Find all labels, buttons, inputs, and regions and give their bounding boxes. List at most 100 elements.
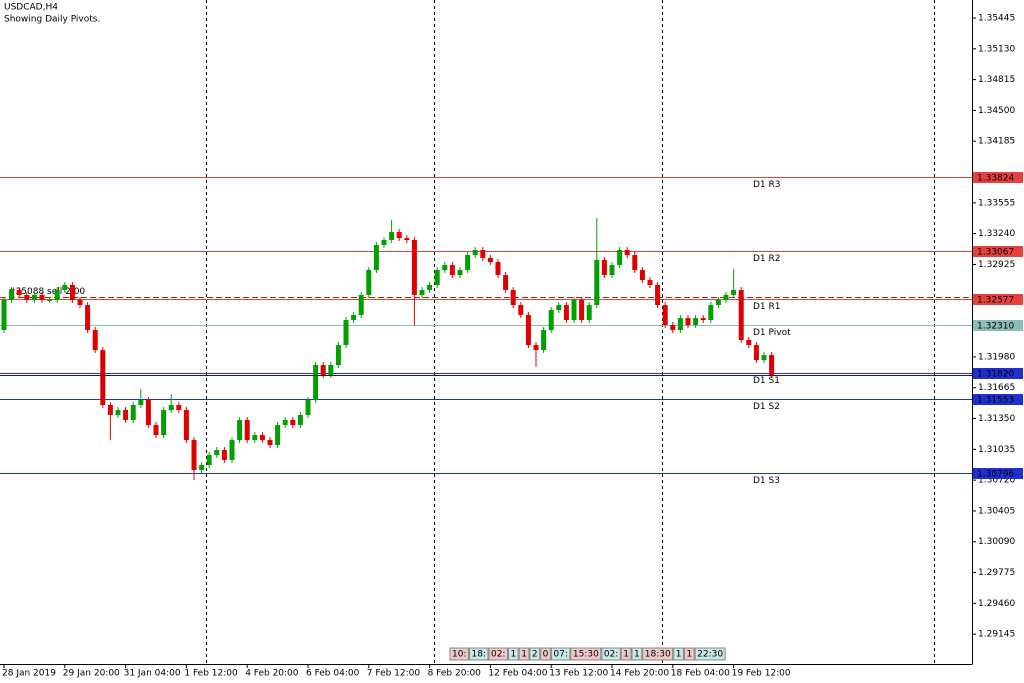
candle-body [77,299,83,306]
y-tick-label: 1.30090 [978,537,1015,547]
candle-body [738,289,744,340]
bottom-label-box [518,647,530,661]
candle-body [381,240,387,246]
bottom-label: 1 [676,650,682,660]
candle-body [92,329,98,351]
bottom-label-box [673,647,684,661]
candle-body [761,355,767,361]
candle-body [24,294,30,300]
candle-body [275,425,281,446]
candle-body [39,294,45,300]
candle-body [85,305,91,330]
candle-body [617,249,623,266]
candle-body [708,305,714,321]
candle-body [123,409,129,420]
candle-body [335,345,341,366]
candle-body [358,294,364,316]
candle-body [199,465,205,471]
candle-body [366,270,372,295]
bottom-label: 22:30 [697,650,723,660]
candle-body [495,262,501,276]
candle-body [723,294,729,300]
candle-body [16,289,22,295]
pivot-name: D1 S2 [753,402,780,412]
candle-body [715,299,721,306]
candle-body [541,329,547,351]
y-tick-label: 1.31980 [978,352,1015,362]
price-tag [973,320,1023,331]
y-tick-label: 1.34185 [978,137,1015,147]
bottom-label: 15:30 [573,650,599,660]
y-tick-label: 1.31350 [978,414,1015,424]
bottom-label-box [529,647,541,661]
candle-body [548,310,554,330]
candle-body [244,419,250,441]
candle-body [229,440,235,460]
candle-body [252,435,258,441]
candle-body [442,265,448,271]
candle-body [47,299,53,301]
candle-body [343,320,349,346]
candle-body [419,289,425,295]
candle-body [100,350,106,406]
bottom-label-box [683,647,695,661]
bottom-label-box [631,647,643,661]
price-tag [973,394,1023,405]
x-tick-label: 29 Jan 20:00 [63,669,120,679]
candle-body [427,285,433,290]
x-tick-label: 19 Feb 12:00 [732,669,791,679]
candle-body [259,435,265,441]
candle-body [69,285,75,300]
candle-body [594,259,600,306]
y-tick-label: 1.33555 [978,198,1015,208]
x-tick-label: 28 Jan 2019 [2,669,56,679]
bottom-label: 2 [532,650,538,660]
bottom-label: 07: [553,650,567,660]
candle-body [145,400,151,426]
pivot-name: D1 Pivot [753,328,791,338]
candle-body [670,325,676,330]
price-tag-label: 1.31553 [977,396,1014,406]
candle-body [373,245,379,271]
bottom-label: 18: [471,650,485,660]
x-tick-label: 12 Feb 04:00 [488,669,547,679]
chart-subtitle: Showing Daily Pivots. [4,15,100,25]
bottom-label-box [601,647,621,661]
pivot-name: D1 R3 [753,180,781,190]
pivot-name: D1 S1 [753,376,780,386]
price-tag [973,294,1023,305]
candle-body [320,365,326,375]
x-tick-label: 1 Feb 12:00 [184,669,238,679]
bottom-label: 02: [604,650,618,660]
candle-body [138,400,144,406]
bottom-label-box [620,647,632,661]
price-tag [973,172,1023,183]
x-tick-label: 6 Feb 04:00 [306,669,360,679]
candle-body [753,345,759,361]
candle-body [662,305,668,326]
y-tick-label: 1.33240 [978,229,1015,239]
bottom-label: 1 [623,650,629,660]
y-tick-label: 1.29145 [978,630,1015,640]
candle-body [115,409,121,415]
candle-body [457,270,463,276]
candle-body [655,285,661,306]
price-tag-label: 1.32310 [977,322,1014,332]
candle-body [639,270,645,281]
candle-body [518,305,524,316]
x-tick-label: 8 Feb 20:00 [428,669,482,679]
x-tick-label: 7 Feb 12:00 [367,669,421,679]
candle-body [693,318,699,326]
candle-body [297,414,303,426]
y-tick-label: 1.30405 [978,506,1015,516]
trade-label: #35088 sell 2.00 [8,287,85,297]
candle-body [290,419,296,426]
candle-body [579,299,585,321]
candle-body [685,318,691,326]
candle-body [533,345,539,351]
candle-body [434,270,440,286]
candle-body [62,285,68,290]
bottom-label: 1 [686,650,692,660]
candle-body [480,249,486,259]
